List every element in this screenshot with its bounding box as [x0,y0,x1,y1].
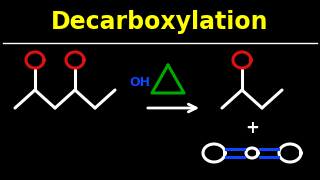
Text: OH: OH [129,75,150,89]
Text: Decarboxylation: Decarboxylation [51,10,269,34]
Text: +: + [245,119,259,137]
